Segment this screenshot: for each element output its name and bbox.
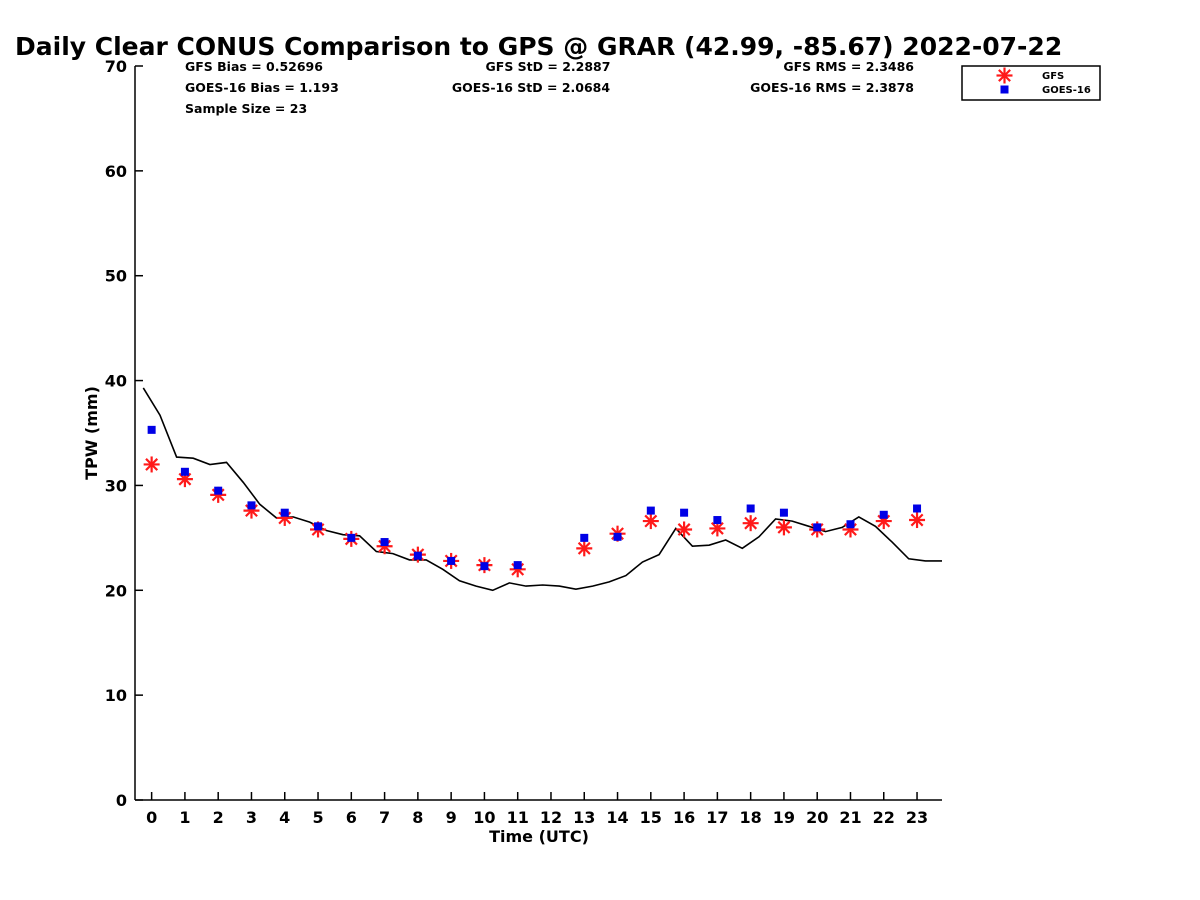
x-tick-label: 12 <box>540 808 562 827</box>
gfs-bias-stat: GFS Bias = 0.52696 <box>185 59 323 74</box>
goes-point <box>846 520 855 529</box>
x-tick-label: 7 <box>379 808 390 827</box>
x-tick-label: 2 <box>213 808 224 827</box>
x-tick-label: 22 <box>873 808 895 827</box>
chart-title: Daily Clear CONUS Comparison to GPS @ GR… <box>15 32 1062 61</box>
x-tick-label: 23 <box>906 808 928 827</box>
asterisk-stroke <box>910 513 924 527</box>
asterisk-stroke <box>145 458 159 471</box>
goes-point <box>513 561 522 570</box>
asterisk-stroke <box>998 69 1011 82</box>
asterisk-stroke <box>710 521 724 535</box>
legend-gfs-marker <box>996 67 1013 84</box>
goes-point <box>646 506 655 515</box>
x-tick-label: 15 <box>640 808 662 827</box>
y-tick-label: 40 <box>105 372 127 391</box>
y-tick-label: 10 <box>105 686 127 705</box>
goes-std-stat: GOES-16 StD = 2.0684 <box>452 80 610 95</box>
gfs-point <box>742 515 759 532</box>
goes-rms-stat: GOES-16 RMS = 2.3878 <box>750 80 914 95</box>
x-tick-label: 0 <box>146 808 157 827</box>
gfs-series <box>143 456 926 578</box>
gfs-point <box>576 540 593 557</box>
x-tick-label: 17 <box>706 808 728 827</box>
goes-point <box>147 425 156 434</box>
goes-point <box>380 538 389 547</box>
y-tick-label: 60 <box>105 162 127 181</box>
goes-point <box>347 533 356 542</box>
x-tick-label: 20 <box>806 808 828 827</box>
goes-point <box>280 508 289 517</box>
legend-gfs-asterisk <box>996 67 1013 84</box>
asterisk-stroke <box>777 520 791 534</box>
x-tick-label: 14 <box>606 808 628 827</box>
legend-goes-label: GOES-16 <box>1042 85 1091 96</box>
x-tick-label: 8 <box>412 808 423 827</box>
x-tick-label: 16 <box>673 808 695 827</box>
y-ticks: 0 10 20 30 40 50 60 70 <box>105 57 143 810</box>
goes-point <box>879 510 888 519</box>
goes-point <box>713 516 722 525</box>
gfs-point <box>909 512 926 529</box>
y-tick-label: 20 <box>105 581 127 600</box>
goes-bias-stat: GOES-16 Bias = 1.193 <box>185 80 339 95</box>
y-axis-label: TPW (mm) <box>82 386 101 480</box>
x-tick-label: 10 <box>473 808 495 827</box>
goes-point <box>314 522 323 531</box>
goes-point <box>613 532 622 541</box>
x-tick-label: 18 <box>740 808 762 827</box>
gfs-point <box>642 513 659 530</box>
gfs-point <box>676 521 693 538</box>
goes-point <box>813 523 822 532</box>
x-ticks: 0 1 2 3 4 5 6 7 8 9 10 11 12 13 14 15 16 17 18 19 20 21 22 23 <box>146 792 928 827</box>
goes-point <box>180 467 189 476</box>
sample-size-stat: Sample Size = 23 <box>185 101 307 116</box>
asterisk-stroke <box>577 541 591 555</box>
x-tick-label: 13 <box>573 808 595 827</box>
goes-point <box>214 486 223 495</box>
gfs-point <box>143 456 160 473</box>
goes-series <box>147 425 922 571</box>
goes-point <box>580 533 589 542</box>
x-tick-label: 21 <box>839 808 861 827</box>
x-tick-label: 3 <box>246 808 257 827</box>
x-tick-label: 4 <box>279 808 290 827</box>
x-tick-label: 1 <box>179 808 190 827</box>
asterisk-stroke <box>644 514 658 528</box>
goes-point <box>680 508 689 517</box>
goes-point <box>413 551 422 560</box>
x-tick-label: 19 <box>773 808 795 827</box>
goes-point <box>779 508 788 517</box>
x-tick-label: 9 <box>446 808 457 827</box>
gfs-std-stat: GFS StD = 2.2887 <box>486 59 611 74</box>
y-tick-label: 0 <box>116 791 127 810</box>
y-tick-label: 70 <box>105 57 127 76</box>
legend-gfs-label: GFS <box>1042 71 1064 82</box>
y-tick-label: 30 <box>105 476 127 495</box>
x-tick-label: 11 <box>507 808 529 827</box>
goes-point <box>247 501 256 510</box>
y-tick-label: 50 <box>105 267 127 286</box>
asterisk-stroke <box>744 516 758 530</box>
legend: GFS GOES-16 <box>961 65 1101 101</box>
goes-point <box>913 504 922 513</box>
legend-goes-marker <box>1000 85 1009 94</box>
goes-point <box>480 562 489 571</box>
legend-box <box>961 65 1101 101</box>
asterisk-stroke <box>677 523 691 536</box>
gps-series-line <box>142 387 942 592</box>
goes-point <box>447 556 456 565</box>
x-tick-label: 5 <box>312 808 323 827</box>
gfs-point <box>775 519 792 536</box>
x-axis-label: Time (UTC) <box>489 827 589 846</box>
gfs-rms-stat: GFS RMS = 2.3486 <box>783 59 914 74</box>
x-tick-label: 6 <box>346 808 357 827</box>
goes-point <box>746 504 755 513</box>
